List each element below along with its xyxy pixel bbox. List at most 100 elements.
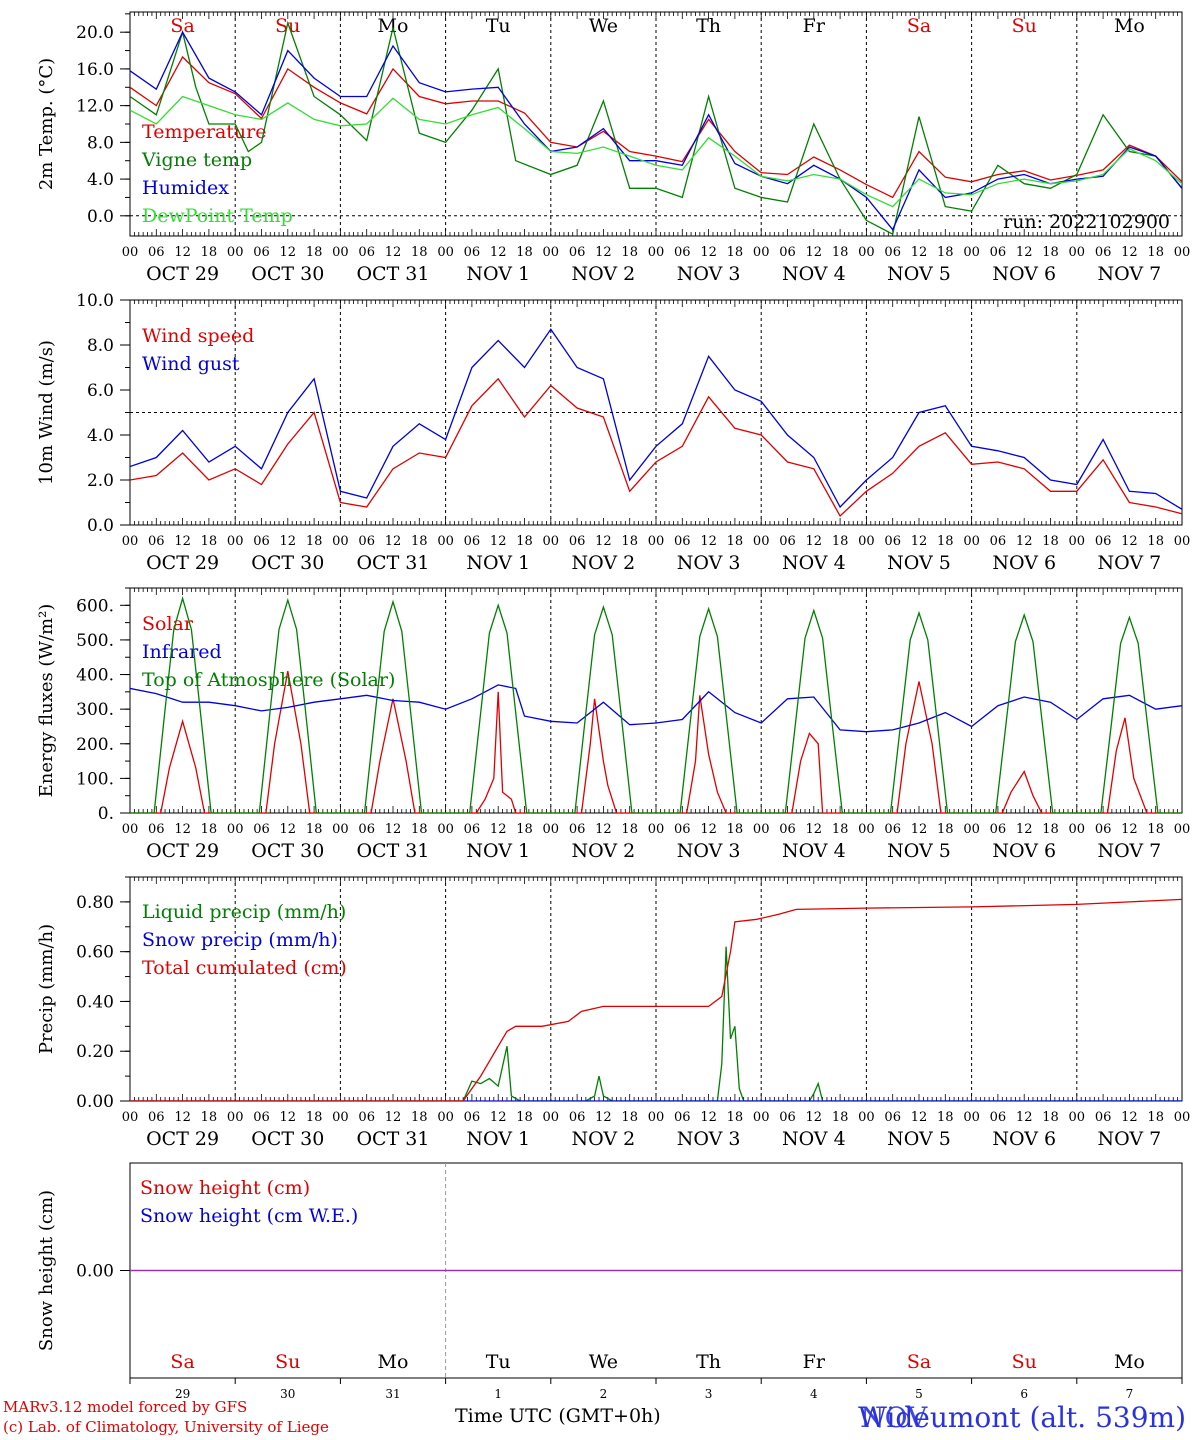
date-label: NOV 1 — [466, 1128, 530, 1150]
hour-tick-label: 18 — [937, 245, 954, 260]
hour-tick-label: 12 — [1016, 822, 1033, 837]
hour-tick-label: 12 — [595, 822, 612, 837]
hour-tick-label: 06 — [990, 245, 1007, 260]
hour-tick-label: 18 — [727, 1110, 744, 1125]
hour-tick-label: 12 — [595, 245, 612, 260]
hour-tick-label: 18 — [832, 245, 849, 260]
legend-entry: Total cumulated (cm) — [142, 957, 347, 979]
hour-tick-label: 12 — [911, 245, 928, 260]
legend-entry: Snow height (cm W.E.) — [140, 1205, 358, 1227]
hour-tick-label: 00 — [1069, 245, 1086, 260]
series-line-vigne-temp — [130, 20, 1182, 236]
date-label: NOV 1 — [466, 263, 530, 285]
hour-tick-label: 00 — [543, 822, 560, 837]
hour-tick-label: 12 — [1016, 1110, 1033, 1125]
day-number: 31 — [385, 1387, 400, 1400]
date-label: NOV 2 — [572, 840, 636, 862]
hour-tick-label: 06 — [1095, 534, 1112, 549]
series-line-dewpoint-temp — [130, 95, 1182, 208]
date-label: NOV 6 — [992, 840, 1056, 862]
y-tick-label: 0. — [98, 804, 114, 824]
hour-tick-label: 06 — [1095, 245, 1112, 260]
hour-tick-label: 06 — [990, 822, 1007, 837]
hour-tick-label: 00 — [227, 245, 244, 260]
hour-tick-label: 18 — [937, 822, 954, 837]
series-line-solar — [130, 670, 1182, 813]
hour-tick-label: 18 — [1042, 822, 1059, 837]
legend-entry: Wind gust — [142, 353, 240, 375]
hour-tick-label: 12 — [1121, 822, 1138, 837]
series-line-temperature — [130, 55, 1182, 199]
hour-tick-label: 00 — [437, 1110, 454, 1125]
hour-tick-label: 12 — [385, 534, 402, 549]
hour-tick-label: 06 — [569, 245, 586, 260]
date-label: NOV 3 — [677, 552, 741, 574]
hour-tick-label: 06 — [569, 1110, 586, 1125]
hour-tick-label: 00 — [227, 822, 244, 837]
hour-tick-label: 00 — [858, 822, 875, 837]
day-number: 2 — [600, 1387, 608, 1400]
model-credit: MARv3.12 model forced by GFS — [3, 1398, 248, 1416]
day-name: Th — [696, 1351, 721, 1373]
date-label: NOV 4 — [782, 263, 846, 285]
hour-tick-label: 06 — [253, 245, 270, 260]
hour-tick-label: 12 — [700, 1110, 717, 1125]
day-number: 6 — [1020, 1387, 1028, 1400]
hour-tick-label: 06 — [779, 245, 796, 260]
hour-tick-label: 00 — [753, 534, 770, 549]
day-name: Sa — [907, 15, 931, 37]
date-label: NOV 1 — [466, 840, 530, 862]
hour-tick-label: 18 — [1042, 245, 1059, 260]
hour-tick-label: 18 — [621, 245, 638, 260]
hour-tick-label: 06 — [674, 822, 691, 837]
run-annotation: run: 2022102900 — [1003, 211, 1170, 233]
hour-tick-label: 12 — [1121, 245, 1138, 260]
date-label: NOV 2 — [572, 1128, 636, 1150]
legend-entry: Temperature — [142, 121, 266, 143]
hour-tick-label: 06 — [990, 1110, 1007, 1125]
panel-1: 0.0 4.0 8.0 12.0 16.0 20.0 2m Temp. (°C) 00 06 12… — [36, 11, 1190, 285]
hour-tick-label: 00 — [648, 534, 665, 549]
x-axis-title: Time UTC (GMT+0h) — [455, 1405, 661, 1427]
panel-4: 0.00 0.20 0.40 0.60 0.80 Precip (mm/h) 00 06 12 1… — [36, 876, 1190, 1150]
hour-tick-label: 12 — [385, 822, 402, 837]
y-tick-label: 8.0 — [87, 133, 114, 153]
hour-tick-label: 12 — [174, 1110, 191, 1125]
y-tick-label: 100. — [76, 769, 114, 789]
hour-tick-label: 00 — [437, 534, 454, 549]
y-tick-label: 0.20 — [76, 1042, 114, 1062]
legend-entry: Solar — [142, 613, 194, 635]
hour-tick-label: 18 — [832, 534, 849, 549]
hour-tick-label: 18 — [1147, 1110, 1164, 1125]
hour-tick-label: 00 — [332, 822, 349, 837]
series-line-infrared — [130, 684, 1182, 733]
date-label: OCT 30 — [251, 840, 324, 862]
hour-tick-label: 12 — [806, 245, 823, 260]
date-label: OCT 30 — [251, 263, 324, 285]
hour-tick-label: 06 — [464, 1110, 481, 1125]
hour-tick-label: 00 — [963, 1110, 980, 1125]
y-tick-label: 300. — [76, 700, 114, 720]
hour-tick-label: 18 — [1042, 1110, 1059, 1125]
hour-tick-label: 00 — [858, 1110, 875, 1125]
hour-tick-label: 06 — [358, 534, 375, 549]
hour-tick-label: 06 — [464, 534, 481, 549]
hour-tick-label: 06 — [358, 245, 375, 260]
hour-tick-label: 06 — [779, 1110, 796, 1125]
hour-tick-label: 18 — [306, 1110, 323, 1125]
hour-tick-label: 12 — [280, 245, 297, 260]
date-label: NOV 5 — [887, 1128, 951, 1150]
day-name: Mo — [378, 15, 409, 37]
panel-5: 0.00 Snow height (cm) Sa Su Mo Tu We Th Fr Sa Su Mo… — [36, 1162, 1183, 1400]
hour-tick-label: 06 — [148, 534, 165, 549]
hour-tick-label: 06 — [253, 1110, 270, 1125]
hour-tick-label: 12 — [595, 1110, 612, 1125]
hour-tick-label: 18 — [1042, 534, 1059, 549]
y-tick-label: 200. — [76, 735, 114, 755]
hour-tick-label: 00 — [122, 1110, 139, 1125]
y-tick-label: 12.0 — [76, 97, 114, 117]
day-name: Sa — [907, 1351, 931, 1373]
date-label: NOV 4 — [782, 1128, 846, 1150]
hour-tick-label: 00 — [122, 822, 139, 837]
hour-tick-label: 00 — [437, 245, 454, 260]
